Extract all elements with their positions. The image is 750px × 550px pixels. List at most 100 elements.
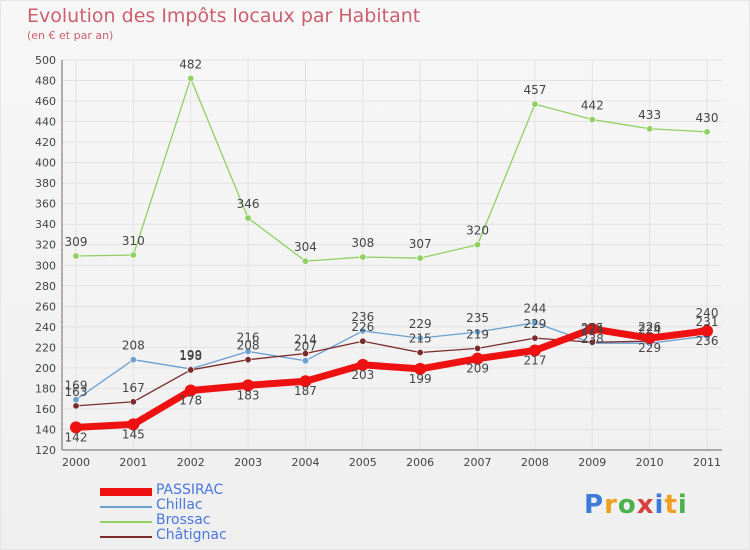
data-point-chillac bbox=[416, 334, 424, 342]
data-point-châtignac bbox=[244, 356, 252, 364]
data-label-chillac: 224 bbox=[638, 322, 661, 336]
data-label-chillac: 207 bbox=[294, 340, 317, 354]
y-tick-label: 360 bbox=[35, 198, 56, 211]
data-point-brossac bbox=[72, 252, 80, 260]
data-label-châtignac: 167 bbox=[122, 381, 145, 395]
data-point-brossac bbox=[703, 128, 711, 136]
y-tick-label: 340 bbox=[35, 218, 56, 231]
proxiti-logo: Proxiti bbox=[584, 490, 688, 520]
y-tick-label: 160 bbox=[35, 403, 56, 416]
data-label-chillac: 224 bbox=[581, 322, 604, 336]
data-label-passirac: 178 bbox=[179, 393, 202, 407]
data-label-brossac: 430 bbox=[696, 111, 719, 125]
data-point-châtignac bbox=[474, 344, 482, 352]
y-tick-label: 260 bbox=[35, 300, 56, 313]
data-label-chillac: 169 bbox=[65, 379, 88, 393]
data-label-châtignac: 215 bbox=[409, 332, 432, 346]
data-point-brossac bbox=[588, 116, 596, 124]
data-point-brossac bbox=[416, 254, 424, 262]
data-label-châtignac: 229 bbox=[523, 317, 546, 331]
data-point-chillac bbox=[244, 347, 252, 355]
data-label-châtignac: 226 bbox=[638, 320, 661, 334]
data-label-passirac: 203 bbox=[351, 368, 374, 382]
x-tick-label: 2008 bbox=[521, 456, 549, 469]
y-tick-label: 420 bbox=[35, 136, 56, 149]
legend-swatch-chatignac bbox=[100, 536, 152, 538]
data-point-brossac bbox=[129, 251, 137, 259]
legend-swatch-chillac bbox=[100, 506, 152, 508]
y-tick-label: 280 bbox=[35, 280, 56, 293]
data-point-brossac bbox=[359, 253, 367, 261]
data-point-chillac bbox=[129, 356, 137, 364]
data-point-châtignac bbox=[416, 348, 424, 356]
data-label-passirac: 145 bbox=[122, 427, 145, 441]
data-label-chillac: 199 bbox=[179, 348, 202, 362]
data-point-brossac bbox=[187, 74, 195, 82]
data-point-chillac bbox=[359, 327, 367, 335]
data-point-passirac bbox=[299, 375, 312, 388]
data-label-brossac: 310 bbox=[122, 234, 145, 248]
x-tick-label: 2002 bbox=[177, 456, 205, 469]
data-point-châtignac bbox=[531, 334, 539, 342]
data-label-brossac: 482 bbox=[179, 57, 202, 71]
x-tick-label: 2009 bbox=[578, 456, 606, 469]
y-tick-label: 300 bbox=[35, 259, 56, 272]
data-point-passirac bbox=[528, 344, 541, 357]
data-label-châtignac: 225 bbox=[581, 321, 604, 335]
data-point-châtignac bbox=[301, 350, 309, 358]
x-tick-label: 2005 bbox=[349, 456, 377, 469]
data-point-chillac bbox=[301, 357, 309, 365]
data-point-passirac bbox=[356, 358, 369, 371]
data-label-passirac: 187 bbox=[294, 384, 317, 398]
data-label-brossac: 304 bbox=[294, 240, 317, 254]
data-point-brossac bbox=[646, 125, 654, 133]
data-point-passirac bbox=[471, 352, 484, 365]
grid-lines bbox=[62, 59, 722, 451]
legend-swatch-passirac bbox=[100, 488, 152, 496]
y-tick-label: 240 bbox=[35, 321, 56, 334]
data-labels: 309 310 482 346 304 308 307 320 457 442 433 430 169 2… bbox=[65, 57, 719, 444]
data-label-châtignac: 198 bbox=[179, 349, 202, 363]
data-label-passirac: 236 bbox=[696, 334, 719, 348]
data-label-châtignac: 163 bbox=[65, 385, 88, 399]
data-label-passirac: 199 bbox=[409, 372, 432, 386]
data-label-brossac: 320 bbox=[466, 224, 489, 238]
data-label-chillac: 236 bbox=[351, 310, 374, 324]
x-tick-label: 2004 bbox=[291, 456, 319, 469]
data-label-brossac: 307 bbox=[409, 237, 432, 251]
y-tick-label: 460 bbox=[35, 95, 56, 108]
x-tick-label: 2006 bbox=[406, 456, 434, 469]
y-tick-label: 400 bbox=[35, 157, 56, 170]
data-point-passirac bbox=[701, 324, 713, 337]
y-tick-label: 440 bbox=[35, 116, 56, 129]
legend-label-brossac: Brossac bbox=[156, 512, 211, 528]
data-label-passirac: 183 bbox=[237, 388, 260, 402]
series-line-brossac bbox=[75, 77, 708, 262]
data-label-brossac: 346 bbox=[237, 197, 260, 211]
data-label-châtignac: 226 bbox=[351, 320, 374, 334]
legend-label-passirac: PASSIRAC bbox=[156, 482, 224, 498]
data-point-passirac bbox=[184, 384, 197, 397]
y-tick-label: 200 bbox=[35, 362, 56, 375]
data-point-châtignac bbox=[72, 402, 80, 410]
y-tick-label: 320 bbox=[35, 239, 56, 252]
data-label-chillac: 208 bbox=[122, 339, 145, 353]
data-point-châtignac bbox=[588, 338, 596, 346]
series-line-passirac bbox=[72, 325, 711, 431]
data-point-passirac bbox=[242, 379, 255, 392]
data-label-brossac: 433 bbox=[638, 108, 661, 122]
data-point-brossac bbox=[301, 257, 309, 265]
y-tick-label: 500 bbox=[35, 54, 56, 67]
data-label-brossac: 457 bbox=[523, 83, 546, 97]
data-label-chillac: 231 bbox=[696, 315, 719, 329]
data-point-passirac bbox=[127, 418, 140, 431]
data-label-chillac: 216 bbox=[237, 330, 260, 344]
data-label-brossac: 309 bbox=[65, 235, 88, 249]
y-tick-label: 140 bbox=[35, 423, 56, 436]
data-label-chillac: 235 bbox=[466, 311, 489, 325]
x-tick-label: 2007 bbox=[464, 456, 492, 469]
y-tick-label: 380 bbox=[35, 177, 56, 190]
data-label-passirac: 217 bbox=[523, 353, 546, 367]
